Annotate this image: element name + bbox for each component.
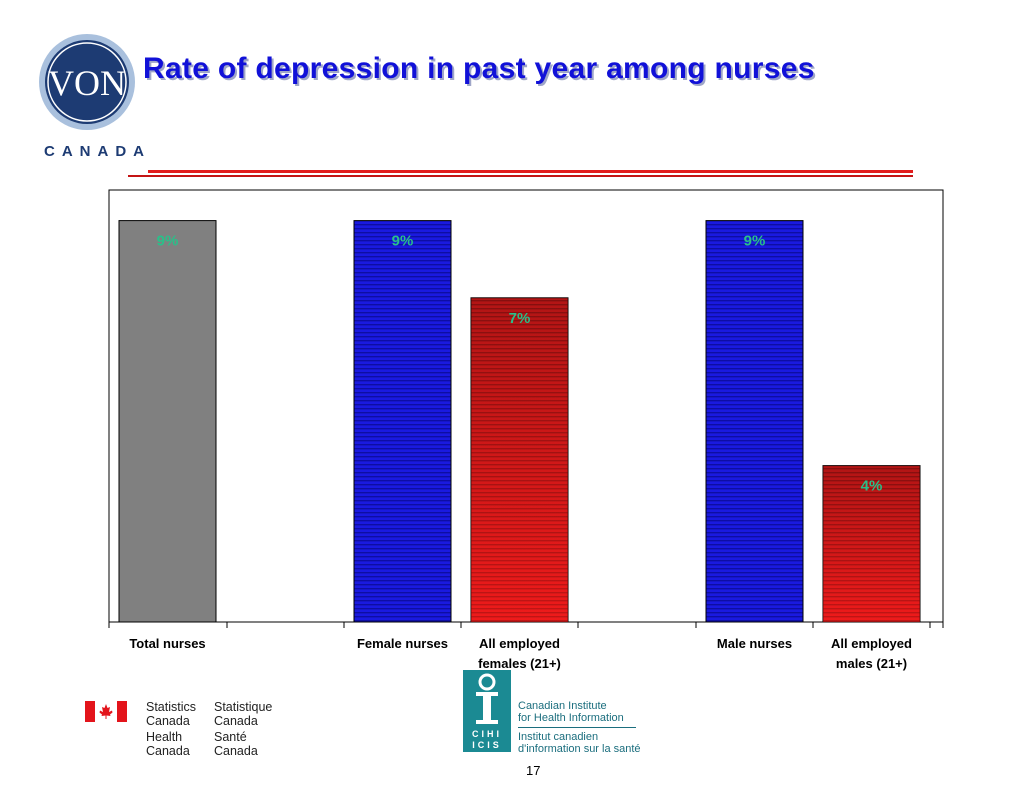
- bar-1: [118, 220, 217, 623]
- statcan-en-name: Statistics Canada: [146, 700, 197, 728]
- x-tick-label-5: All employed: [831, 636, 912, 651]
- bar-chart: 9% Total nurses 9% Female nurses 7% All emplo…: [108, 189, 944, 671]
- logo-subtext: CANADA: [44, 143, 151, 160]
- data-label-1: 9%: [157, 233, 179, 250]
- title-rule: [148, 170, 913, 173]
- x-tick-label-5: males (21+): [836, 656, 907, 671]
- page-number: 17: [526, 763, 541, 778]
- bar-shade-5: [823, 465, 920, 622]
- canada-flag-icon: [85, 701, 127, 722]
- data-label-4: 9%: [744, 233, 766, 250]
- cihi-fr-name: Institut canadien d'information sur la sa…: [518, 731, 641, 755]
- bar-shade-3: [471, 297, 568, 622]
- svg-text:CIHI: CIHI: [472, 729, 502, 739]
- x-tick-label-2: Female nurses: [357, 636, 448, 651]
- cihi-divider: [518, 727, 636, 728]
- x-tick-label-1: Total nurses: [129, 636, 205, 651]
- statcan-fr-name: Statistique Canada: [214, 700, 273, 728]
- x-tick-label-4: Male nurses: [717, 636, 792, 651]
- svg-text:ICIS: ICIS: [472, 740, 502, 750]
- healthcan-en-name: Health Canada: [146, 730, 190, 758]
- bar-2: [353, 220, 452, 623]
- logo-text: VON: [48, 63, 126, 103]
- page-title: Rate of depression in past year among nu…: [143, 52, 815, 85]
- cihi-en-name: Canadian Institute for Health Information: [518, 700, 624, 724]
- von-logo: VON: [39, 34, 135, 130]
- data-label-2: 9%: [392, 233, 414, 250]
- bar-4: [705, 220, 804, 623]
- title-rule-shadow: [128, 175, 913, 177]
- cihi-logo-icon: CIHI ICIS: [463, 670, 511, 752]
- x-tick-label-3: All employed: [479, 636, 560, 651]
- x-tick-label-3: females (21+): [478, 656, 561, 671]
- healthcan-fr-name: Santé Canada: [214, 730, 258, 758]
- data-label-5: 4%: [861, 478, 883, 495]
- data-label-3: 7%: [509, 310, 531, 327]
